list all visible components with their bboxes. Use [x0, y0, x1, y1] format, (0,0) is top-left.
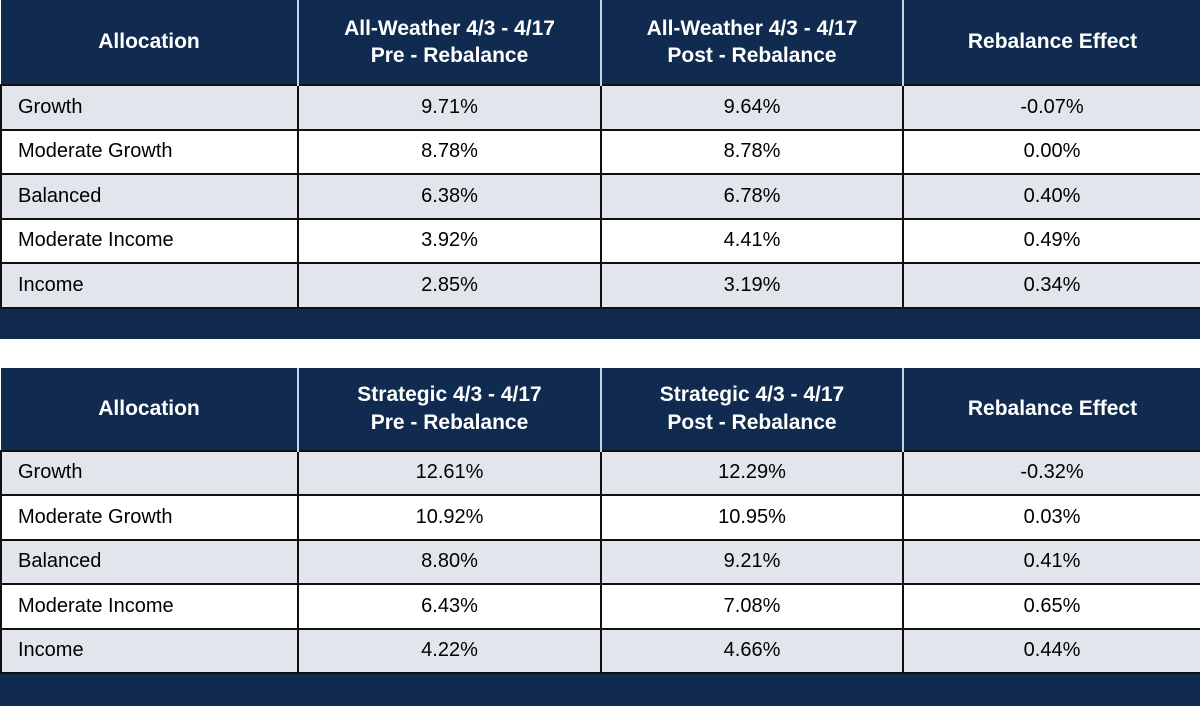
post-rebalance-value: 9.21%	[600, 538, 904, 585]
rebalance-effect-value: 0.44%	[902, 627, 1200, 674]
post-rebalance-value: 10.95%	[600, 494, 904, 541]
strategic-header-row: Allocation Strategic 4/3 - 4/17 Pre - Re…	[1, 367, 1200, 451]
strategic-table: Allocation Strategic 4/3 - 4/17 Pre - Re…	[0, 367, 1200, 675]
allocation-label: Moderate Income	[0, 583, 299, 630]
rebalance-effect-value: 0.34%	[902, 262, 1200, 309]
table-row-income: Income 4.22% 4.66% 0.44%	[0, 627, 1200, 674]
rebalance-effect-value: 0.00%	[902, 128, 1200, 175]
post-rebalance-value: 4.41%	[600, 217, 904, 264]
pre-rebalance-value: 10.92%	[297, 494, 602, 541]
post-rebalance-value: 6.78%	[600, 173, 904, 220]
allocation-label: Growth	[0, 449, 299, 496]
column-header-rebalance-effect: Rebalance Effect	[902, 0, 1200, 85]
table-row-income: Income 2.85% 3.19% 0.34%	[0, 262, 1200, 309]
rebalance-effect-value: 0.40%	[902, 173, 1200, 220]
pre-rebalance-value: 9.71%	[297, 84, 602, 131]
pre-rebalance-value: 6.43%	[297, 583, 602, 630]
table-row-balanced: Balanced 8.80% 9.21% 0.41%	[0, 538, 1200, 585]
post-rebalance-value: 7.08%	[600, 583, 904, 630]
allocation-label: Income	[0, 262, 299, 309]
table-row-moderate-income: Moderate Income 6.43% 7.08% 0.65%	[0, 583, 1200, 630]
all-weather-header-row: Allocation All-Weather 4/3 - 4/17 Pre - …	[1, 0, 1200, 85]
allocation-label: Moderate Income	[0, 217, 299, 264]
all-weather-table: Allocation All-Weather 4/3 - 4/17 Pre - …	[0, 0, 1200, 309]
allocation-label: Growth	[0, 84, 299, 131]
column-header-allocation: Allocation	[1, 367, 298, 451]
column-header-strategic-pre-rebalance: Strategic 4/3 - 4/17 Pre - Rebalance	[297, 367, 601, 451]
rebalance-effect-value: 0.03%	[902, 494, 1200, 541]
allocation-label: Moderate Growth	[0, 494, 299, 541]
pre-rebalance-value: 3.92%	[297, 217, 602, 264]
post-rebalance-value: 3.19%	[600, 262, 904, 309]
separator-band-navy	[0, 308, 1200, 339]
footer-band-navy	[0, 674, 1200, 706]
table-row-growth: Growth 12.61% 12.29% -0.32%	[0, 449, 1200, 496]
pre-rebalance-value: 6.38%	[297, 173, 602, 220]
column-header-allocation: Allocation	[1, 0, 298, 85]
separator-band-white	[0, 338, 1200, 368]
table-row-growth: Growth 9.71% 9.64% -0.07%	[0, 84, 1200, 131]
post-rebalance-value: 12.29%	[600, 449, 904, 496]
column-header-all-weather-post-rebalance: All-Weather 4/3 - 4/17 Post - Rebalance	[600, 0, 903, 85]
post-rebalance-value: 8.78%	[600, 128, 904, 175]
rebalance-effect-value: 0.49%	[902, 217, 1200, 264]
allocation-label: Balanced	[0, 538, 299, 585]
rebalance-effect-value: 0.65%	[902, 583, 1200, 630]
rebalance-effect-value: -0.07%	[902, 84, 1200, 131]
column-header-rebalance-effect: Rebalance Effect	[902, 367, 1200, 451]
post-rebalance-value: 4.66%	[600, 627, 904, 674]
allocation-label: Income	[0, 627, 299, 674]
table-row-balanced: Balanced 6.38% 6.78% 0.40%	[0, 173, 1200, 220]
pre-rebalance-value: 8.80%	[297, 538, 602, 585]
pre-rebalance-value: 12.61%	[297, 449, 602, 496]
table-row-moderate-growth: Moderate Growth 8.78% 8.78% 0.00%	[0, 128, 1200, 175]
column-header-strategic-post-rebalance: Strategic 4/3 - 4/17 Post - Rebalance	[600, 367, 903, 451]
table-row-moderate-income: Moderate Income 3.92% 4.41% 0.49%	[0, 217, 1200, 264]
table-row-moderate-growth: Moderate Growth 10.92% 10.95% 0.03%	[0, 494, 1200, 541]
allocation-label: Balanced	[0, 173, 299, 220]
rebalance-effect-value: 0.41%	[902, 538, 1200, 585]
pre-rebalance-value: 2.85%	[297, 262, 602, 309]
allocation-label: Moderate Growth	[0, 128, 299, 175]
pre-rebalance-value: 8.78%	[297, 128, 602, 175]
rebalance-effect-value: -0.32%	[902, 449, 1200, 496]
column-header-all-weather-pre-rebalance: All-Weather 4/3 - 4/17 Pre - Rebalance	[297, 0, 601, 85]
pre-rebalance-value: 4.22%	[297, 627, 602, 674]
post-rebalance-value: 9.64%	[600, 84, 904, 131]
